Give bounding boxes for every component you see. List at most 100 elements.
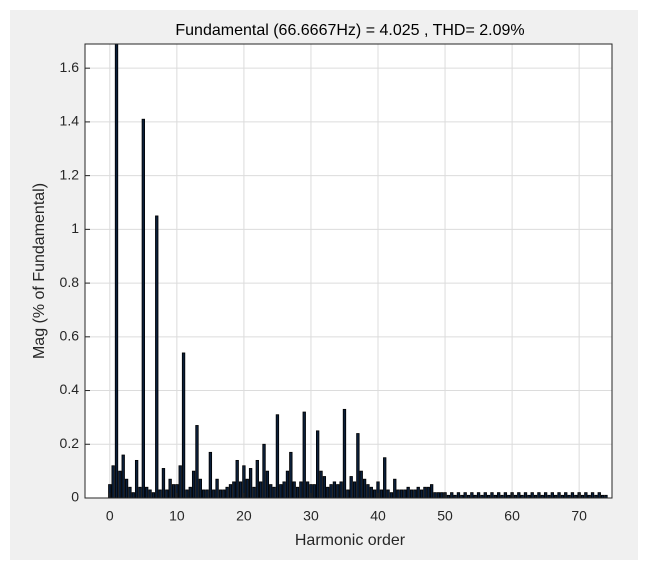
bar [359, 470, 363, 498]
bar [148, 489, 152, 498]
bar [456, 492, 461, 498]
bar [346, 489, 350, 498]
x-tick-label: 70 [571, 508, 587, 524]
bar [319, 470, 323, 498]
bar [393, 478, 397, 498]
bar [188, 486, 192, 498]
y-tick-label: 0.4 [60, 381, 80, 397]
bar [185, 489, 189, 498]
bar [252, 486, 256, 498]
bar [530, 492, 534, 498]
bar [352, 481, 357, 498]
bar [543, 492, 548, 498]
bar [326, 486, 330, 498]
bar [208, 451, 213, 498]
bar [386, 489, 390, 498]
bar [134, 459, 139, 498]
bar [265, 470, 270, 498]
bar [584, 492, 588, 498]
bar [316, 430, 320, 498]
bar [557, 492, 561, 498]
bar [259, 481, 263, 498]
bar [570, 492, 575, 498]
y-tick-label: 1.2 [60, 166, 80, 182]
bar [111, 465, 115, 498]
bar [275, 414, 280, 498]
bar [369, 486, 373, 498]
bar [279, 484, 283, 498]
y-tick-label: 0.6 [60, 328, 80, 344]
bar [429, 484, 434, 498]
grid [85, 44, 612, 499]
bar [225, 486, 229, 498]
bar [362, 478, 367, 498]
y-axis-label: Mag (% of Fundamental) [31, 183, 48, 359]
bar [269, 484, 273, 498]
bar [356, 433, 360, 498]
bar [131, 492, 135, 498]
x-tick-label: 50 [437, 508, 453, 524]
bar [396, 489, 400, 498]
bar [490, 492, 494, 498]
bar [232, 481, 236, 498]
bar [235, 459, 239, 498]
bar [537, 492, 541, 498]
bar [433, 492, 437, 498]
bar [329, 484, 333, 498]
bar [399, 489, 404, 498]
bar [158, 489, 162, 498]
bar [299, 481, 303, 498]
bar [248, 468, 253, 498]
bar [476, 492, 481, 498]
bar [255, 459, 259, 498]
bar [191, 470, 196, 498]
bar [215, 478, 219, 498]
bar [195, 425, 199, 498]
bar [141, 118, 145, 498]
axes-box [84, 43, 613, 499]
bar [336, 484, 340, 498]
x-axis-label: Harmonic order [295, 532, 406, 549]
bar [285, 470, 290, 498]
x-tick-label: 30 [303, 508, 319, 524]
bar [550, 492, 554, 498]
bar [175, 484, 179, 498]
bar [423, 486, 427, 498]
bar [383, 457, 387, 498]
ticks: 0 0.2 0.4 0.6 0.8 1 1.2 1.4 1.6 0 10 20 30 40 50 60 70 [60, 59, 588, 524]
bar [228, 484, 233, 498]
bar [339, 481, 343, 498]
bar [403, 489, 407, 498]
chart-title: Fundamental (66.6667Hz) = 4.025 , THD= 2… [175, 22, 524, 39]
x-tick-label: 20 [236, 508, 252, 524]
bar [138, 486, 142, 498]
x-tick-label: 0 [106, 508, 114, 524]
bar [155, 215, 159, 498]
bar [309, 484, 313, 498]
bar [302, 411, 306, 498]
bar [212, 489, 216, 498]
bar [413, 489, 417, 498]
y-tick-label: 1.4 [60, 113, 80, 129]
bar [483, 492, 487, 498]
bar [416, 486, 420, 498]
bar [218, 489, 223, 498]
bar [238, 481, 243, 498]
plot-area [85, 44, 612, 498]
bar [379, 489, 384, 498]
bar [171, 484, 176, 498]
y-tick-label: 0 [71, 489, 79, 505]
bar [124, 478, 129, 498]
bar [145, 486, 149, 498]
bar [523, 492, 528, 498]
bar [272, 486, 276, 498]
bar [497, 492, 501, 498]
bar [295, 486, 300, 498]
bar [597, 492, 601, 498]
bar [205, 489, 209, 498]
bar [161, 468, 166, 498]
bar [312, 484, 316, 498]
bar [289, 451, 293, 498]
bar [440, 492, 444, 498]
bar [564, 492, 568, 498]
